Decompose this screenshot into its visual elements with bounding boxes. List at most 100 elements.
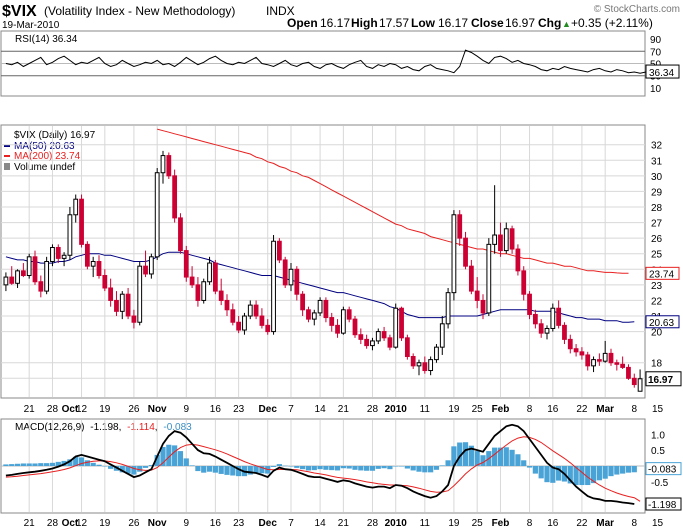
macd-histogram-bar xyxy=(567,466,573,484)
candle-body xyxy=(79,198,84,245)
x-tick-label-lower: 28 xyxy=(367,518,379,529)
candle-body xyxy=(358,334,364,340)
macd-histogram-bar xyxy=(317,466,323,470)
macd-histogram-bar xyxy=(515,454,521,466)
macd-histogram-bar xyxy=(142,466,149,468)
x-tick-label-lower: 19 xyxy=(448,518,460,529)
chart-exchange: INDX xyxy=(266,4,295,18)
price-y-tick-label: 31 xyxy=(651,156,663,167)
macd-histogram-bar xyxy=(177,451,184,466)
x-tick-label-upper: 21 xyxy=(24,404,36,415)
candle-body xyxy=(218,290,224,301)
macd-histogram-bar xyxy=(550,466,556,483)
candle-body xyxy=(614,362,620,365)
x-tick-label-lower: 9 xyxy=(183,518,189,529)
candle-body xyxy=(503,228,509,252)
macd-histogram-bar xyxy=(125,466,131,474)
x-tick-label-upper: 26 xyxy=(128,404,140,415)
macd-histogram-bar xyxy=(439,465,445,466)
macd-histogram-bar xyxy=(358,466,364,471)
macd-histogram-bar xyxy=(84,460,90,466)
candle-body xyxy=(44,261,50,292)
macd-histogram-bar xyxy=(369,466,376,471)
candle-body xyxy=(468,265,474,292)
macd-histogram-bar xyxy=(538,466,544,479)
candle-body xyxy=(84,243,90,267)
candle-body xyxy=(207,262,212,283)
macd-last-box xyxy=(645,497,682,511)
macd-histogram-bar xyxy=(311,466,317,471)
candle-body xyxy=(329,317,335,326)
macd-histogram-bar xyxy=(614,466,620,475)
macd-histogram-bar xyxy=(9,464,15,466)
macd-line xyxy=(5,423,635,505)
macd-histogram-bar xyxy=(608,466,614,477)
candle-body xyxy=(236,321,242,331)
candle-body xyxy=(381,331,387,339)
macd-histogram-bar xyxy=(404,466,410,469)
candle-body xyxy=(538,323,544,334)
candle-body xyxy=(521,270,527,295)
macd-histogram-bar xyxy=(329,466,335,471)
candle-body xyxy=(154,172,160,258)
candle-body xyxy=(346,309,352,320)
macd-title-hist: -0.083 xyxy=(163,422,192,433)
x-tick-label-lower: 21 xyxy=(24,518,36,529)
candle-body xyxy=(474,290,480,301)
macd-histogram-bar xyxy=(596,466,602,481)
candle-body xyxy=(160,155,166,174)
candle-body xyxy=(9,276,15,284)
macd-histogram-bar xyxy=(44,463,50,466)
x-tick-label-lower: 26 xyxy=(128,518,140,529)
macd-title-sep1: , xyxy=(119,422,122,433)
price-panel xyxy=(0,124,646,399)
macd-histogram-bar xyxy=(503,447,509,466)
macd-histogram-bar xyxy=(416,466,422,472)
candle-body xyxy=(620,363,626,368)
up-arrow-icon: ▲ xyxy=(562,19,571,29)
x-tick-label-lower: 2010 xyxy=(385,518,408,529)
x-tick-label-lower: 8 xyxy=(527,518,533,529)
macd-histogram-bar xyxy=(78,457,85,466)
x-tick-label-upper: 28 xyxy=(367,404,379,415)
macd-histogram-bar xyxy=(55,461,61,466)
macd-histogram-bar xyxy=(259,466,265,474)
macd-histogram-bar xyxy=(282,465,288,467)
x-tick-label-lower: 21 xyxy=(338,518,350,529)
macd-histogram-bar xyxy=(3,464,9,466)
high-value: 17.57 xyxy=(379,16,409,30)
candle-body xyxy=(544,327,550,334)
macd-histogram-bar xyxy=(526,466,533,468)
candle-body xyxy=(271,240,276,333)
macd-histogram-bar xyxy=(90,462,96,466)
x-tick-label-upper: Oct xyxy=(62,404,79,415)
x-tick-label-lower: 15 xyxy=(652,518,664,529)
candle-body xyxy=(608,352,614,364)
macd-histogram-bar xyxy=(620,466,626,474)
candle-body xyxy=(15,270,20,284)
candle-body xyxy=(50,246,55,262)
candle-body xyxy=(451,214,457,294)
macd-histogram-bar xyxy=(474,451,480,466)
x-tick-label-lower: Nov xyxy=(148,518,167,529)
candle-body xyxy=(189,276,195,286)
candle-body xyxy=(259,315,265,326)
price-y-tick-label: 23 xyxy=(651,281,663,292)
macd-plot: 1.0 0.5 -0.5 -0.083 -1.198 xyxy=(1,420,682,512)
price-y-tick-label: 25 xyxy=(651,250,663,261)
macd-signal-line xyxy=(5,436,641,502)
macd-histogram-bar xyxy=(172,445,178,466)
rsi-y-tick-label: 70 xyxy=(650,47,662,58)
price-y-tick-label: 18 xyxy=(651,359,663,370)
macd-histogram-bar xyxy=(305,466,312,471)
candle-body xyxy=(253,304,259,317)
candle-body xyxy=(55,246,61,259)
x-tick-label-upper: 28 xyxy=(47,404,59,415)
x-tick-label-upper: Nov xyxy=(148,404,167,415)
x-tick-label-lower: 8 xyxy=(631,518,637,529)
candle-body xyxy=(247,304,253,317)
candle-body xyxy=(364,338,370,347)
x-tick-label-lower: 19 xyxy=(99,518,111,529)
x-tick-label-upper: 9 xyxy=(183,404,189,415)
